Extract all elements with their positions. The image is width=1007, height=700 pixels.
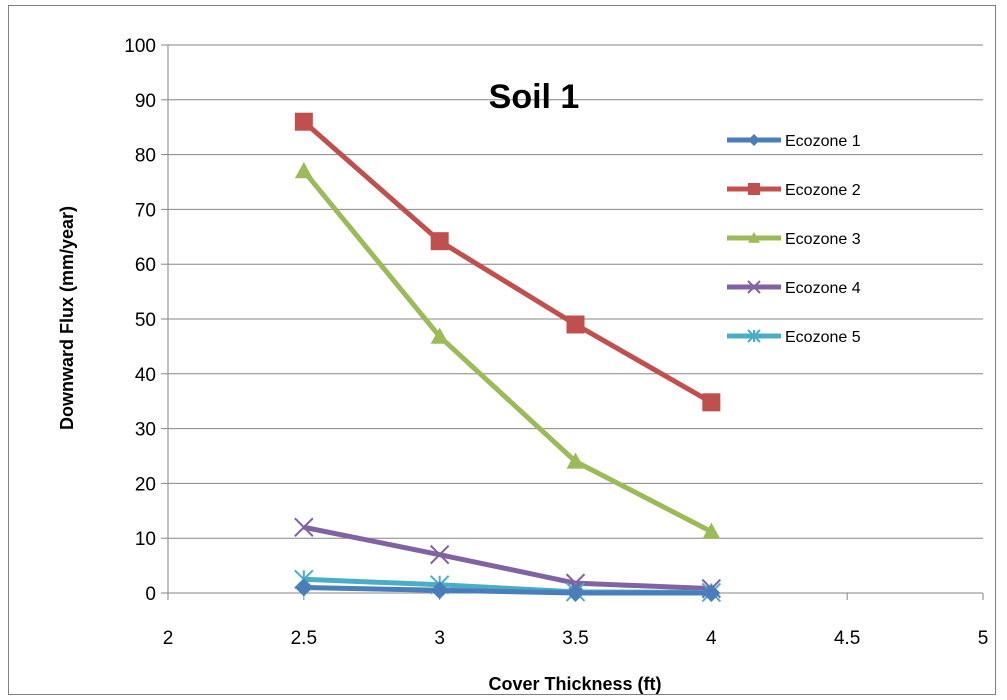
legend-item: Ecozone 2 [727, 182, 861, 199]
data-point [566, 452, 585, 469]
y-tick-label: 90 [135, 91, 156, 112]
legend: Ecozone 1 Ecozone 2 Ecozone 3 Ecozone 4 Ecoz… [727, 133, 861, 346]
legend-label: Ecozone 3 [785, 231, 861, 248]
legend-label: Ecozone 4 [785, 280, 861, 297]
x-tick-label: 3.5 [562, 628, 588, 649]
series-line [303, 585, 712, 596]
legend-label: Ecozone 2 [785, 182, 861, 199]
data-point [747, 280, 761, 294]
y-tick-label: 40 [135, 365, 156, 386]
y-tick-label: 50 [135, 310, 156, 331]
y-tick-label: 80 [135, 146, 156, 167]
x-tick-label: 2.5 [291, 628, 317, 649]
x-tick-label: 4 [706, 628, 717, 649]
data-point [702, 522, 721, 539]
data-point [294, 162, 313, 179]
data-point [294, 112, 313, 131]
y-tick-label: 70 [135, 200, 156, 221]
x-tick-label: 5 [978, 628, 989, 649]
y-tick-label: 10 [135, 529, 156, 550]
y-axis-title: Downward Flux (mm/year) [57, 206, 77, 430]
series-ecozone-4 [294, 517, 722, 599]
y-tick-label: 60 [135, 255, 156, 276]
data-point [294, 517, 314, 537]
x-tick-label: 2 [163, 628, 174, 649]
data-point [747, 329, 761, 343]
legend-item: Ecozone 3 [727, 231, 861, 248]
y-tick-label: 100 [124, 36, 156, 57]
data-point [294, 578, 313, 597]
series-ecozone-3 [294, 162, 721, 539]
data-point [748, 232, 760, 243]
data-point [566, 315, 585, 334]
gridlines [168, 44, 983, 539]
y-tick-label: 30 [135, 420, 156, 441]
data-point [748, 183, 760, 195]
data-point [430, 232, 449, 251]
x-axis-title: Cover Thickness (ft) [488, 674, 661, 694]
y-tick-label: 20 [135, 474, 156, 495]
series-line [301, 169, 713, 534]
x-tick-label: 3 [434, 628, 445, 649]
series-ecozone-1 [294, 578, 721, 602]
series-ecozone-2 [294, 112, 721, 412]
series-lines [294, 112, 722, 603]
data-point [430, 327, 449, 344]
data-point [702, 584, 721, 602]
series-line [302, 119, 713, 405]
chart-title: Soil 1 [489, 78, 580, 116]
legend-item: Ecozone 5 [727, 329, 861, 346]
legend-item: Ecozone 1 [727, 133, 861, 150]
data-point [702, 393, 721, 412]
legend-label: Ecozone 1 [785, 133, 861, 150]
data-point [566, 584, 585, 602]
data-point [430, 581, 449, 600]
data-point [748, 134, 760, 146]
axes: 0 10 20 30 40 50 60 70 80 90 100 2 2.5 3 3.5 4 4.5 5 [124, 36, 988, 649]
x-tick-label: 4.5 [834, 628, 860, 649]
data-point [429, 544, 450, 565]
chart-frame [8, 5, 996, 695]
y-tick-label: 0 [145, 584, 156, 605]
legend-label: Ecozone 5 [785, 329, 861, 346]
series-line [303, 524, 712, 592]
legend-item: Ecozone 4 [727, 280, 861, 297]
